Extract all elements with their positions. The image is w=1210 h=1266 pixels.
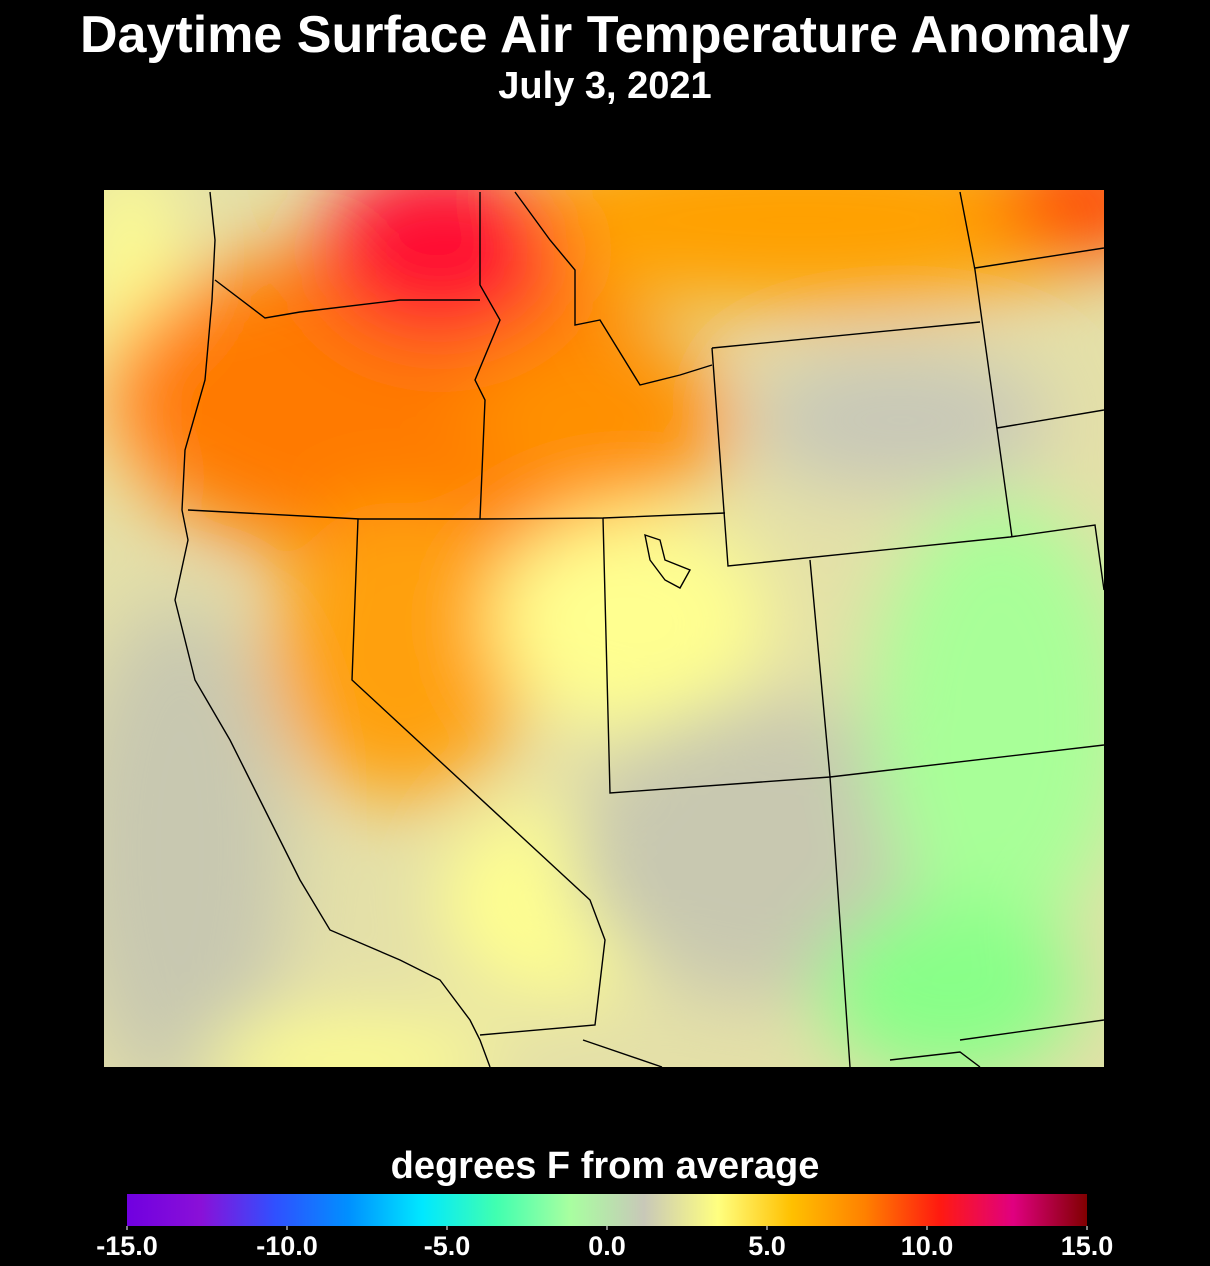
colorbar-tick-label: 15.0 — [1061, 1231, 1114, 1261]
colorbar-label: degrees F from average — [391, 1145, 820, 1187]
colorbar — [127, 1194, 1087, 1226]
colorbar-tick-label: -15.0 — [96, 1231, 158, 1261]
title: Daytime Surface Air Temperature Anomaly — [80, 6, 1130, 64]
colorbar-tick-label: 0.0 — [588, 1231, 626, 1261]
subtitle: July 3, 2021 — [498, 65, 711, 107]
colorbar-tick-label: -10.0 — [256, 1231, 318, 1261]
anomaly-field — [104, 190, 1104, 1067]
colorbar-tick-label: -5.0 — [424, 1231, 471, 1261]
colorbar-tick-label: 5.0 — [748, 1231, 786, 1261]
state-borders — [174, 191, 1104, 1067]
colorbar-tick-label: 10.0 — [901, 1231, 954, 1261]
